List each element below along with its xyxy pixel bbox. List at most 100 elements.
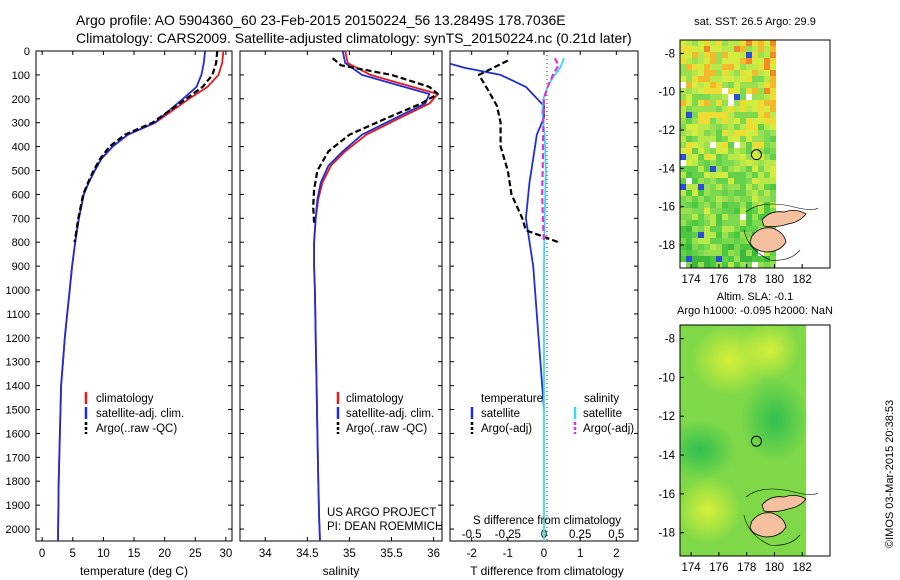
depth-tick-label: 2000 xyxy=(6,524,30,536)
series-line-difference-0 xyxy=(450,62,545,410)
x-tick-label: 0 xyxy=(39,548,45,560)
sst-cell xyxy=(740,46,746,52)
sst-cell xyxy=(698,64,704,70)
sst-cell xyxy=(680,250,686,256)
diff-legend-label-t-satellite: satellite xyxy=(481,408,520,420)
sst-cell xyxy=(740,166,746,172)
sst-cell xyxy=(752,100,758,106)
reef-outline-2 xyxy=(743,229,801,261)
sst-cell xyxy=(734,142,740,148)
sst-cell xyxy=(758,46,764,52)
depth-tick-label: 300 xyxy=(12,118,30,130)
sst-cell xyxy=(728,196,734,202)
sst-cell xyxy=(704,148,710,154)
sst-cell xyxy=(686,202,692,208)
sst-cell xyxy=(722,184,728,190)
temp-legend-label-argo: Argo(..raw -QC) xyxy=(96,423,177,435)
sst-cell xyxy=(734,124,740,130)
sst-cell xyxy=(710,148,716,154)
sst-cell xyxy=(734,184,740,190)
sst-cell xyxy=(686,208,692,214)
sst-cell xyxy=(728,130,734,136)
sst-cell xyxy=(728,166,734,172)
sal-legend-label-climatology: climatology xyxy=(346,393,404,405)
sst-cell xyxy=(692,82,698,88)
sst-cell xyxy=(680,148,686,154)
sst-cell xyxy=(734,130,740,136)
sst-cell xyxy=(722,100,728,106)
sst-cell xyxy=(704,82,710,88)
sst-cell xyxy=(704,70,710,76)
x-tick-label: 35.5 xyxy=(380,548,402,560)
sst-cell xyxy=(710,58,716,64)
sst-cell xyxy=(680,112,686,118)
figure-title-line2: Climatology: CARS2009. Satellite-adjuste… xyxy=(76,30,632,46)
sst-cell xyxy=(686,196,692,202)
sst-cell xyxy=(752,46,758,52)
sst-cell xyxy=(686,142,692,148)
sst-cell xyxy=(734,112,740,118)
sst-cell xyxy=(722,172,728,178)
sst-cell xyxy=(740,70,746,76)
temperature-legend: climatology satellite-adj. clim. Argo(..… xyxy=(84,392,184,435)
sst-cell xyxy=(770,100,776,106)
sst-cell xyxy=(698,106,704,112)
sst-cell xyxy=(710,46,716,52)
sst-cell xyxy=(734,196,740,202)
sst-cell xyxy=(728,250,734,256)
sst-cell xyxy=(686,256,692,262)
sst-cell xyxy=(740,250,746,256)
sst-cell xyxy=(716,214,722,220)
sst-cell xyxy=(710,256,716,262)
sst-cell xyxy=(746,58,752,64)
sst-cell xyxy=(728,172,734,178)
sst-cell xyxy=(722,64,728,70)
sst-cell xyxy=(698,166,704,172)
sst-cell xyxy=(686,100,692,106)
sst-cell xyxy=(698,184,704,190)
x-tick-label: 15 xyxy=(128,548,141,560)
sst-cell xyxy=(692,46,698,52)
depth-axis: 0 100 200 300 400 500 600 700 800 900 1000 1100 1200… xyxy=(6,46,232,536)
depth-tick-label: 0 xyxy=(24,46,30,58)
sst-cell xyxy=(722,256,728,262)
sst-cell xyxy=(770,106,776,112)
sst-cell xyxy=(686,52,692,58)
difference-depth-ticks xyxy=(450,50,638,530)
sst-cell xyxy=(764,256,770,262)
sst-cell xyxy=(716,52,722,58)
sst-cell xyxy=(704,238,710,244)
sst-cell xyxy=(692,124,698,130)
depth-tick-label: 1600 xyxy=(6,428,30,440)
sst-cell xyxy=(710,76,716,82)
sst-cell xyxy=(740,244,746,250)
sst-cell xyxy=(746,100,752,106)
sst-cell xyxy=(734,154,740,160)
salinity-legend: climatology satellite-adj. clim. Argo(..… xyxy=(336,392,434,435)
map-x-tick-label: 176 xyxy=(709,562,728,574)
sst-cell xyxy=(764,202,770,208)
sst-cell xyxy=(752,52,758,58)
sla-map-axes: 174 176 178 180 182 -8 -10 -12 -14 -16 -18 xyxy=(658,334,811,574)
sst-cell xyxy=(710,124,716,130)
map-y-tick-label: -8 xyxy=(665,48,675,60)
sst-cell xyxy=(716,70,722,76)
depth-tick-label: 800 xyxy=(12,237,30,249)
sst-cell xyxy=(752,154,758,160)
sla-field xyxy=(680,325,819,556)
diff-legend-label-s-satellite: satellite xyxy=(583,408,622,420)
sla-blob-high-northeast xyxy=(740,325,800,380)
sst-cell xyxy=(740,88,746,94)
sst-cell xyxy=(680,178,686,184)
sst-cell xyxy=(710,166,716,172)
depth-tick-label: 1900 xyxy=(6,500,30,512)
sst-cell xyxy=(722,46,728,52)
s-difference-label: S difference from climatology xyxy=(473,515,621,527)
sst-cell xyxy=(728,58,734,64)
sst-cell xyxy=(758,166,764,172)
sst-cell xyxy=(686,250,692,256)
sst-cell xyxy=(758,250,764,256)
x-tick-label: 25 xyxy=(189,548,202,560)
sst-cell xyxy=(710,262,716,268)
sst-cell xyxy=(704,232,710,238)
